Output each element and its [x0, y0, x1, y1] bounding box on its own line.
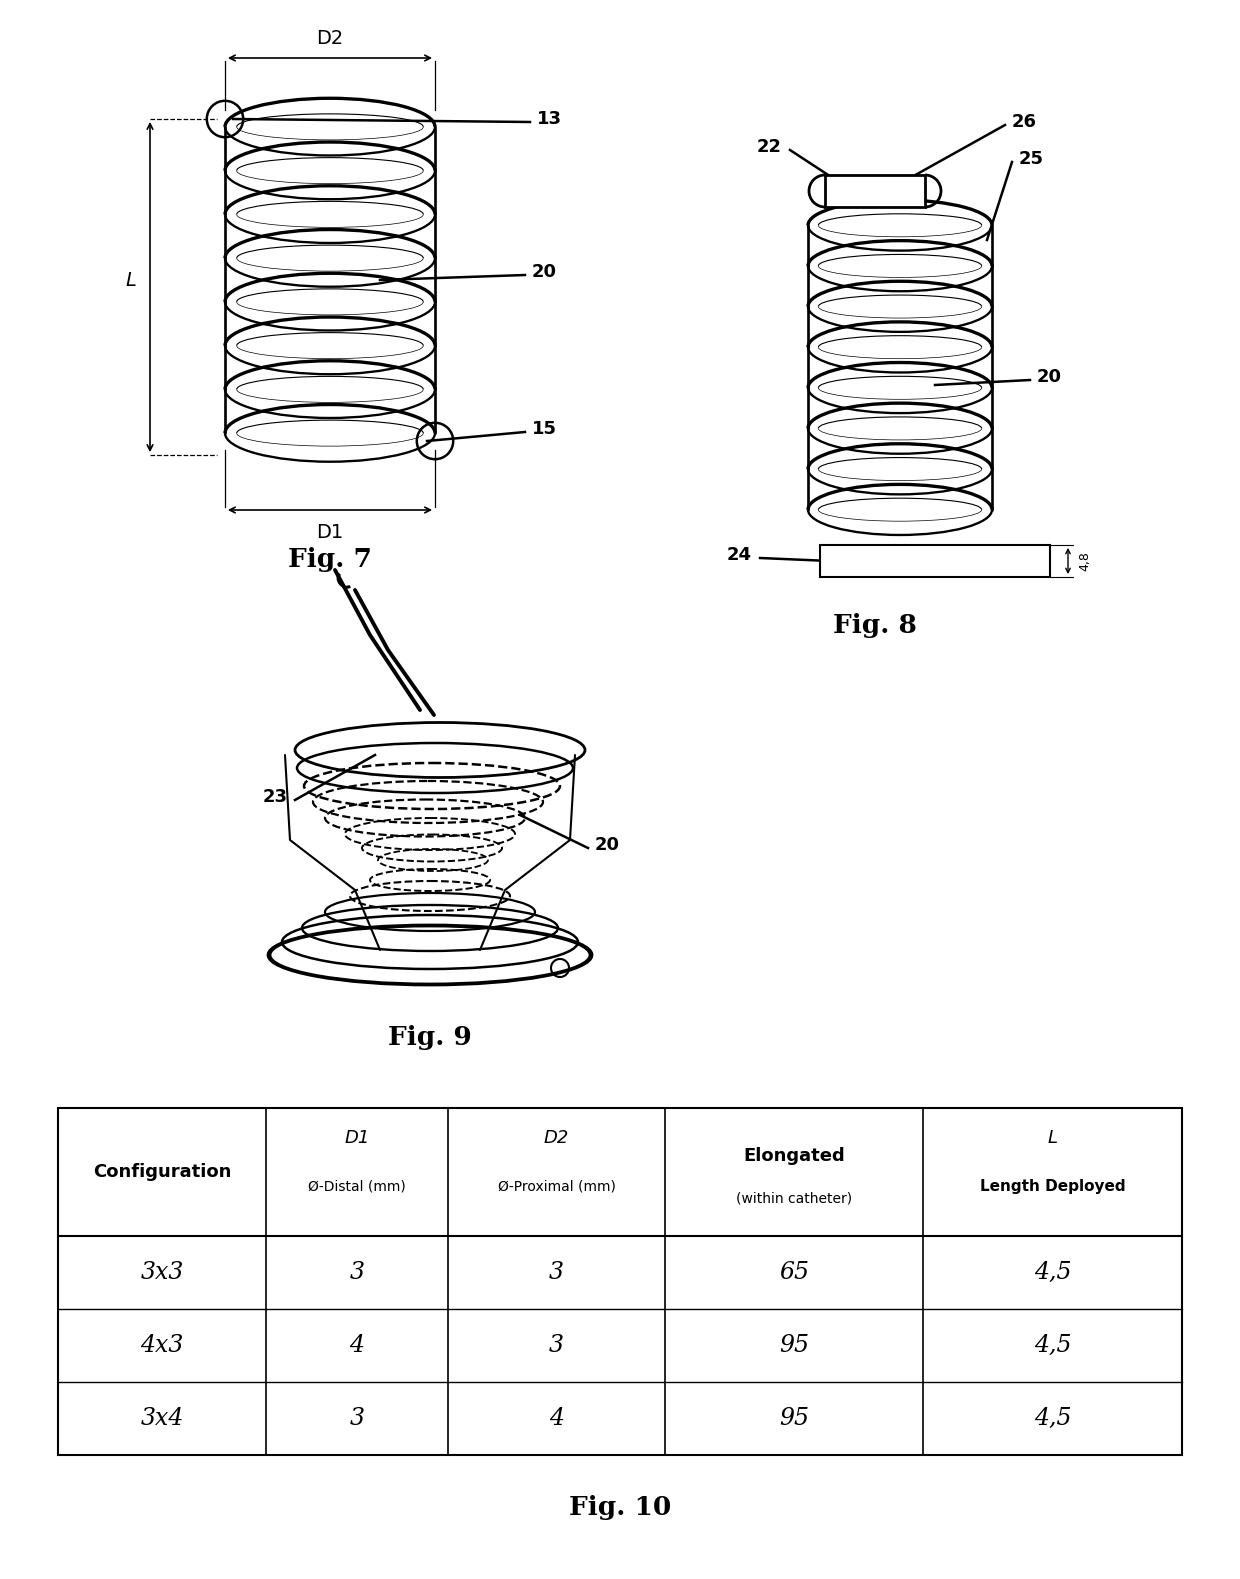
Text: 25: 25 [1019, 150, 1044, 167]
Text: 4,5: 4,5 [1034, 1407, 1071, 1431]
Text: 22: 22 [756, 137, 782, 156]
Text: 4: 4 [549, 1407, 564, 1431]
Text: 24: 24 [727, 546, 751, 564]
Text: 4x3: 4x3 [140, 1334, 184, 1356]
Text: Fig. 9: Fig. 9 [388, 1025, 472, 1050]
Text: 3: 3 [549, 1334, 564, 1356]
Text: 15: 15 [532, 420, 557, 437]
Text: 3x3: 3x3 [140, 1262, 184, 1284]
Text: 3: 3 [350, 1262, 365, 1284]
Text: 4,5: 4,5 [1034, 1262, 1071, 1284]
Bar [820, 545, 1050, 576]
Text: L: L [125, 270, 136, 289]
Text: 20: 20 [532, 264, 557, 281]
Text: D2: D2 [544, 1129, 569, 1146]
Text: 3: 3 [549, 1262, 564, 1284]
Text: Ø-Distal (mm): Ø-Distal (mm) [308, 1180, 405, 1194]
Text: 65: 65 [779, 1262, 810, 1284]
Text: D1: D1 [316, 523, 343, 542]
Text: Elongated: Elongated [743, 1146, 846, 1165]
Text: 3: 3 [350, 1407, 365, 1431]
Text: L: L [1048, 1129, 1058, 1146]
Bar [825, 175, 925, 207]
Bar [58, 1108, 1182, 1454]
Text: 20: 20 [1037, 368, 1061, 385]
Text: 95: 95 [779, 1334, 810, 1356]
Text: D1: D1 [345, 1129, 370, 1146]
Text: 4,8: 4,8 [1078, 551, 1091, 572]
Text: 20: 20 [595, 835, 620, 854]
Text: (within catheter): (within catheter) [737, 1191, 852, 1205]
Text: D2: D2 [316, 28, 343, 47]
Text: Fig. 7: Fig. 7 [288, 548, 372, 573]
Text: 3x4: 3x4 [140, 1407, 184, 1431]
Text: Configuration: Configuration [93, 1164, 231, 1181]
Text: 4: 4 [350, 1334, 365, 1356]
Text: 26: 26 [1012, 114, 1037, 131]
Text: 95: 95 [779, 1407, 810, 1431]
Text: Ø-Proximal (mm): Ø-Proximal (mm) [497, 1180, 615, 1194]
Text: 13: 13 [537, 111, 562, 128]
Text: 4,5: 4,5 [1034, 1334, 1071, 1356]
Text: Length Deployed: Length Deployed [980, 1178, 1126, 1194]
Text: Fig. 10: Fig. 10 [569, 1495, 671, 1521]
Text: Fig. 8: Fig. 8 [833, 613, 916, 638]
Text: 23: 23 [263, 788, 288, 805]
